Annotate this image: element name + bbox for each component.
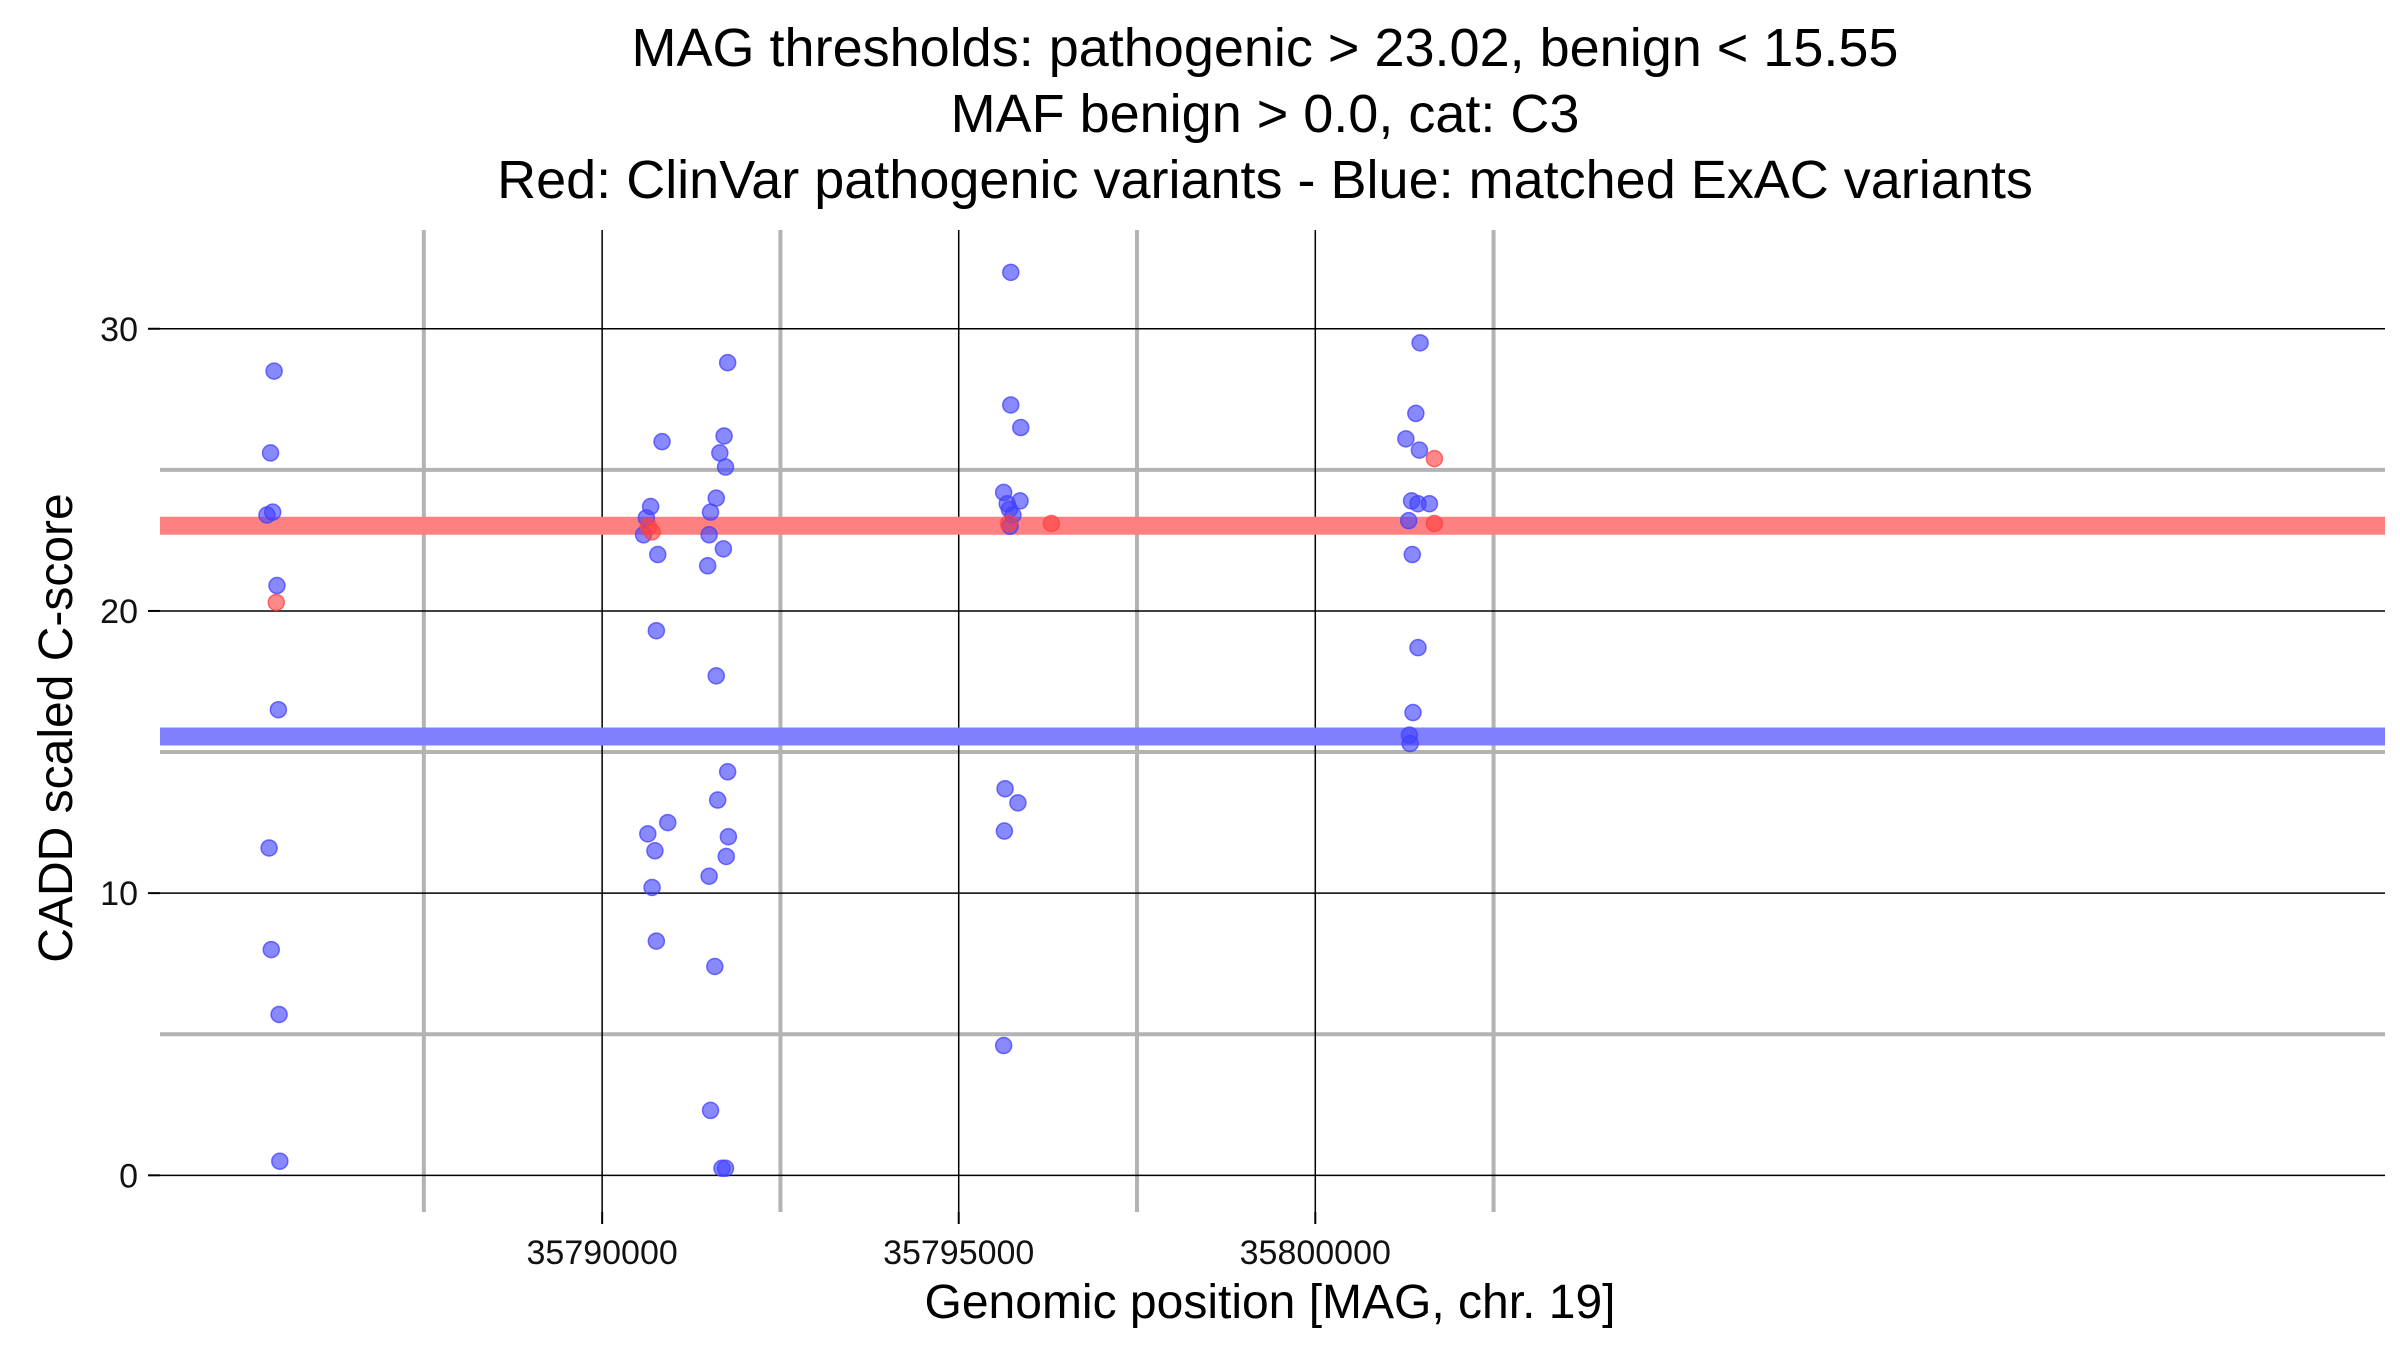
exac-point-14	[647, 621, 666, 640]
exac-point-31	[718, 763, 737, 781]
exac-point-55	[1397, 430, 1415, 448]
exac-point-22	[707, 489, 725, 507]
y-tick-label-0: 0	[119, 1157, 138, 1195]
exac-point-25	[698, 557, 717, 575]
exac-point-4	[268, 576, 286, 595]
exac-point-50	[1009, 794, 1027, 812]
exac-point-18	[643, 878, 661, 897]
clinvar-point-6	[1425, 514, 1444, 533]
exac-point-39	[716, 1159, 735, 1178]
exac-point-23	[700, 526, 718, 544]
y-tick-label-1: 10	[100, 875, 138, 913]
chart-title-line-1: MAG thresholds: pathogenic > 23.02, beni…	[632, 18, 1899, 78]
exac-point-16	[639, 825, 657, 843]
exac-point-49	[996, 779, 1014, 798]
axis-ticks: 0 10 20 30 35790000 35795000 35800000	[100, 311, 1391, 1272]
exac-point-8	[270, 1005, 288, 1024]
exac-point-34	[717, 847, 735, 866]
exac-point-36	[706, 957, 724, 976]
exac-point-26	[707, 667, 725, 685]
clinvar-point-2	[639, 517, 658, 536]
exac-point-52	[994, 1036, 1013, 1055]
threshold-lines	[160, 516, 2385, 746]
exac-point-54	[1407, 404, 1425, 423]
clinvar-point-0	[267, 593, 285, 612]
exac-point-28	[715, 427, 733, 445]
clinvar-point-4	[1042, 514, 1061, 533]
exac-point-53	[1411, 334, 1429, 352]
exac-point-15	[653, 432, 671, 451]
exac-point-9	[271, 1152, 289, 1170]
chart-title-line-2: MAF benign > 0.0, cat: C3	[951, 84, 1580, 144]
x-tick-label-0: 35790000	[527, 1234, 678, 1272]
y-tick-label-2: 20	[100, 593, 138, 631]
exac-point-12	[641, 497, 660, 516]
y-axis-label: CADD scaled C-score	[30, 493, 83, 962]
exac-point-35	[700, 867, 718, 885]
exac-point-65	[1401, 734, 1419, 753]
exac-point-3	[263, 503, 282, 521]
exac-point-63	[1404, 703, 1422, 722]
exac-point-20	[659, 813, 677, 832]
exac-point-1	[261, 444, 280, 462]
exac-point-29	[716, 458, 735, 476]
exac-point-40	[1002, 263, 1020, 282]
x-tick-label-1: 35795000	[883, 1234, 1034, 1272]
exac-point-62	[1409, 638, 1427, 657]
exac-point-24	[714, 540, 733, 558]
exac-point-59	[1420, 494, 1439, 513]
exac-point-37	[701, 1101, 720, 1120]
exac-point-19	[647, 932, 666, 950]
exac-point-51	[995, 822, 1014, 840]
chart-title-line-3: Red: ClinVar pathogenic variants - Blue:…	[497, 150, 2033, 210]
exac-point-7	[262, 940, 280, 959]
exac-point-17	[646, 842, 664, 860]
exac-point-13	[649, 545, 667, 564]
exac-point-32	[708, 791, 727, 809]
exac-point-56	[1410, 441, 1429, 459]
clinvar-point-3	[999, 514, 1018, 533]
exac-point-5	[269, 700, 288, 719]
exac-point-0	[265, 362, 283, 380]
y-tick-label-3: 30	[100, 311, 138, 349]
x-axis-label: Genomic position [MAG, chr. 19]	[925, 1276, 1616, 1329]
exac-point-33	[719, 827, 738, 846]
exac-point-30	[718, 353, 737, 372]
exac-point-61	[1403, 545, 1422, 564]
exac-point-41	[1002, 396, 1020, 414]
exac-point-60	[1399, 511, 1418, 530]
clinvar-point-5	[1425, 449, 1444, 468]
major-gridlines	[160, 230, 2385, 1212]
x-tick-label-2: 35800000	[1240, 1234, 1391, 1272]
exac-point-47	[1011, 492, 1029, 510]
exac-point-6	[260, 839, 278, 857]
data-points	[258, 263, 1444, 1178]
exac-point-42	[1012, 418, 1030, 437]
minor-gridlines	[160, 230, 2385, 1212]
